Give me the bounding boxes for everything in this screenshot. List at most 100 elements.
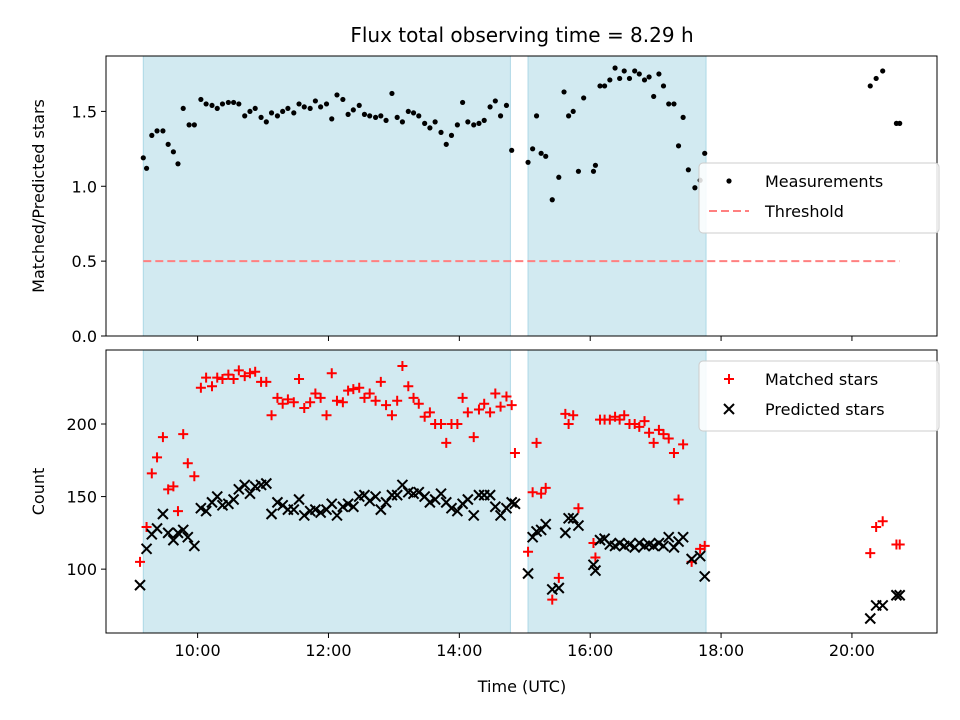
measurement-point — [438, 129, 444, 135]
matched-point — [457, 392, 468, 403]
measurement-point — [641, 77, 648, 83]
y-axis-label: Matched/Predicted stars — [29, 99, 48, 293]
measurement-point — [432, 119, 438, 125]
matched-point — [195, 382, 206, 393]
predicted-point — [572, 519, 585, 532]
legend-box — [698, 162, 940, 234]
predicted-point — [331, 509, 343, 522]
measurement-point — [209, 102, 215, 109]
matched-point — [370, 395, 381, 406]
predicted-point — [271, 496, 284, 509]
y-tick-label: 1.0 — [72, 177, 97, 196]
measurement-point — [880, 68, 886, 74]
measurement-point — [191, 122, 197, 128]
measurement-point — [291, 110, 297, 116]
measurement-point — [465, 119, 471, 125]
predicted-point — [265, 508, 278, 520]
predicted-point — [314, 506, 327, 519]
measurement-point — [443, 141, 449, 147]
measurement-point — [656, 71, 662, 77]
predicted-point — [685, 553, 698, 565]
matched-point — [479, 398, 490, 409]
predicted-point — [369, 490, 382, 503]
predicted-point — [876, 599, 889, 612]
measurement-point — [612, 65, 618, 71]
measurement-point — [219, 101, 226, 107]
y-tick-label: 150 — [66, 488, 97, 507]
matched-point — [604, 414, 615, 425]
measurement-point — [160, 128, 166, 134]
matched-point — [337, 397, 348, 408]
measurement-point — [389, 90, 395, 97]
x-tick-label: 14:00 — [436, 641, 482, 660]
predicted-point — [623, 538, 636, 551]
chart-title: Flux total observing time = 8.29 h — [350, 23, 693, 47]
y-tick-label: 100 — [66, 560, 97, 579]
predicted-point — [293, 493, 305, 506]
measurement-point — [140, 155, 146, 161]
measurement-point — [487, 104, 493, 110]
measurement-point — [607, 77, 613, 83]
measurement-point — [203, 101, 209, 107]
shaded-span-2 — [527, 55, 707, 337]
legend-swatch-measurements — [726, 178, 732, 184]
x-tick-label: 18:00 — [698, 641, 744, 660]
legend-box — [698, 360, 940, 432]
predicted-point — [473, 489, 485, 501]
predicted-point — [177, 524, 189, 536]
matched-point — [506, 400, 517, 411]
predicted-point — [200, 505, 212, 517]
matched-point — [424, 407, 435, 418]
measurement-point — [247, 108, 253, 115]
matched-point — [223, 369, 234, 380]
matched-point — [168, 481, 179, 492]
predicted-point — [424, 496, 436, 509]
predicted-point — [589, 564, 602, 577]
measurement-point — [680, 114, 686, 120]
matched-point — [152, 452, 163, 463]
predicted-point — [567, 512, 579, 525]
measurement-point — [621, 68, 627, 74]
measurement-point — [186, 122, 192, 128]
predicted-point — [484, 489, 496, 501]
measurement-point — [280, 108, 286, 115]
predicted-point — [462, 493, 474, 506]
predicted-point — [435, 487, 447, 500]
matched-point — [523, 546, 534, 557]
y-tick-label: 1.5 — [72, 102, 97, 121]
measurement-point — [481, 117, 487, 123]
predicted-point — [663, 531, 675, 543]
matched-point — [536, 488, 547, 499]
measurement-point — [675, 143, 682, 149]
matched-point — [678, 439, 689, 450]
matched-point — [509, 448, 520, 459]
matched-point — [639, 416, 650, 427]
matched-point — [288, 397, 299, 408]
legend-swatch-predicted-stars — [723, 403, 735, 415]
matched-point — [527, 487, 538, 498]
y-tick-label: 0.0 — [72, 327, 97, 346]
matched-point — [413, 398, 424, 409]
matched-point — [392, 395, 403, 406]
predicted-point — [540, 518, 552, 530]
matched-point — [644, 427, 655, 438]
measurement-point — [323, 101, 330, 107]
top-panel: 0.0 0.5 1.0 1.5 Matched/Predicted stars Measu… — [29, 55, 940, 346]
predicted-point — [505, 496, 518, 509]
matched-point — [699, 540, 710, 551]
matched-point — [553, 572, 564, 583]
predicted-point — [677, 531, 689, 543]
measurement-point — [296, 101, 302, 107]
matched-point — [871, 522, 882, 533]
measurement-point — [143, 165, 150, 171]
matched-point — [294, 374, 305, 385]
predicted-point — [699, 570, 711, 583]
predicted-point — [288, 503, 300, 516]
matched-point — [135, 556, 146, 567]
predicted-point — [890, 589, 903, 601]
predicted-point — [445, 502, 458, 514]
predicted-point — [227, 493, 240, 506]
matched-point — [343, 385, 354, 396]
measurement-point — [897, 120, 903, 126]
measurement-point — [263, 119, 269, 125]
